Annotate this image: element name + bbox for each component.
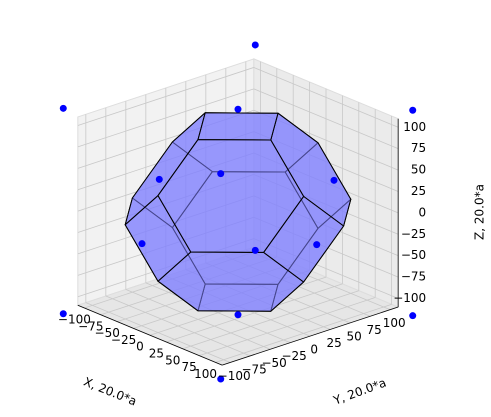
z-tick-label: −25	[401, 227, 426, 241]
point	[251, 41, 259, 49]
x-tick-label: 25	[149, 347, 164, 361]
y-tick-label: 100	[383, 316, 406, 330]
y-tick-label: 75	[367, 323, 382, 337]
y-tick-label: −75	[241, 362, 266, 376]
point	[138, 240, 146, 248]
grid-line	[77, 67, 254, 126]
z-tick-label: 50	[411, 163, 426, 177]
grid-line	[105, 295, 251, 357]
point	[234, 105, 242, 113]
y-tick-label: 25	[327, 336, 342, 350]
z-tick-label: −50	[401, 248, 426, 262]
grid-line	[145, 282, 291, 344]
points	[59, 41, 417, 383]
point	[217, 170, 225, 178]
z-tick-label: 0	[419, 205, 427, 219]
z-tick-label: 100	[403, 120, 426, 134]
point	[330, 176, 338, 184]
y-tick-label: −100	[218, 369, 251, 383]
point	[251, 246, 259, 254]
x-tick-label: 50	[165, 353, 180, 367]
point	[409, 312, 417, 320]
point	[59, 310, 67, 318]
point	[59, 104, 67, 112]
x-tick-label: −25	[111, 333, 136, 347]
axis-line	[77, 304, 223, 366]
grid-line	[125, 289, 271, 350]
grid-line	[253, 67, 399, 128]
x-tick-label: −75	[78, 319, 103, 333]
x-axis-label: X, 20.0*a	[82, 375, 139, 409]
x-tick-label: 0	[136, 340, 144, 354]
y-tick-label: 50	[347, 329, 362, 343]
axis-line	[222, 306, 399, 366]
z-tick-label: −75	[401, 270, 426, 284]
x-tick-label: 75	[182, 360, 197, 374]
y-tick-label: 0	[310, 343, 318, 357]
z-tick-label: 25	[411, 184, 426, 198]
z-tick-label: 75	[411, 141, 426, 155]
y-axis-label: Y, 20.0*a	[331, 376, 388, 408]
x-tick-label: 100	[194, 367, 217, 381]
face	[157, 139, 305, 253]
solid	[124, 112, 352, 312]
point	[217, 375, 225, 383]
x-tick-label: −100	[58, 313, 91, 327]
z-tick-label: −100	[393, 291, 426, 305]
x-tick-label: −50	[95, 326, 120, 340]
face	[197, 112, 279, 141]
point	[234, 311, 242, 319]
grid-line	[85, 302, 231, 363]
grid-line	[253, 88, 399, 150]
point	[409, 106, 417, 114]
z-axis-label: Z, 20.0*a	[473, 184, 487, 240]
point	[313, 241, 321, 249]
point	[155, 175, 163, 183]
grid-line	[77, 88, 254, 148]
y-tick-label: −25	[281, 349, 306, 363]
y-tick-label: −50	[261, 356, 286, 370]
